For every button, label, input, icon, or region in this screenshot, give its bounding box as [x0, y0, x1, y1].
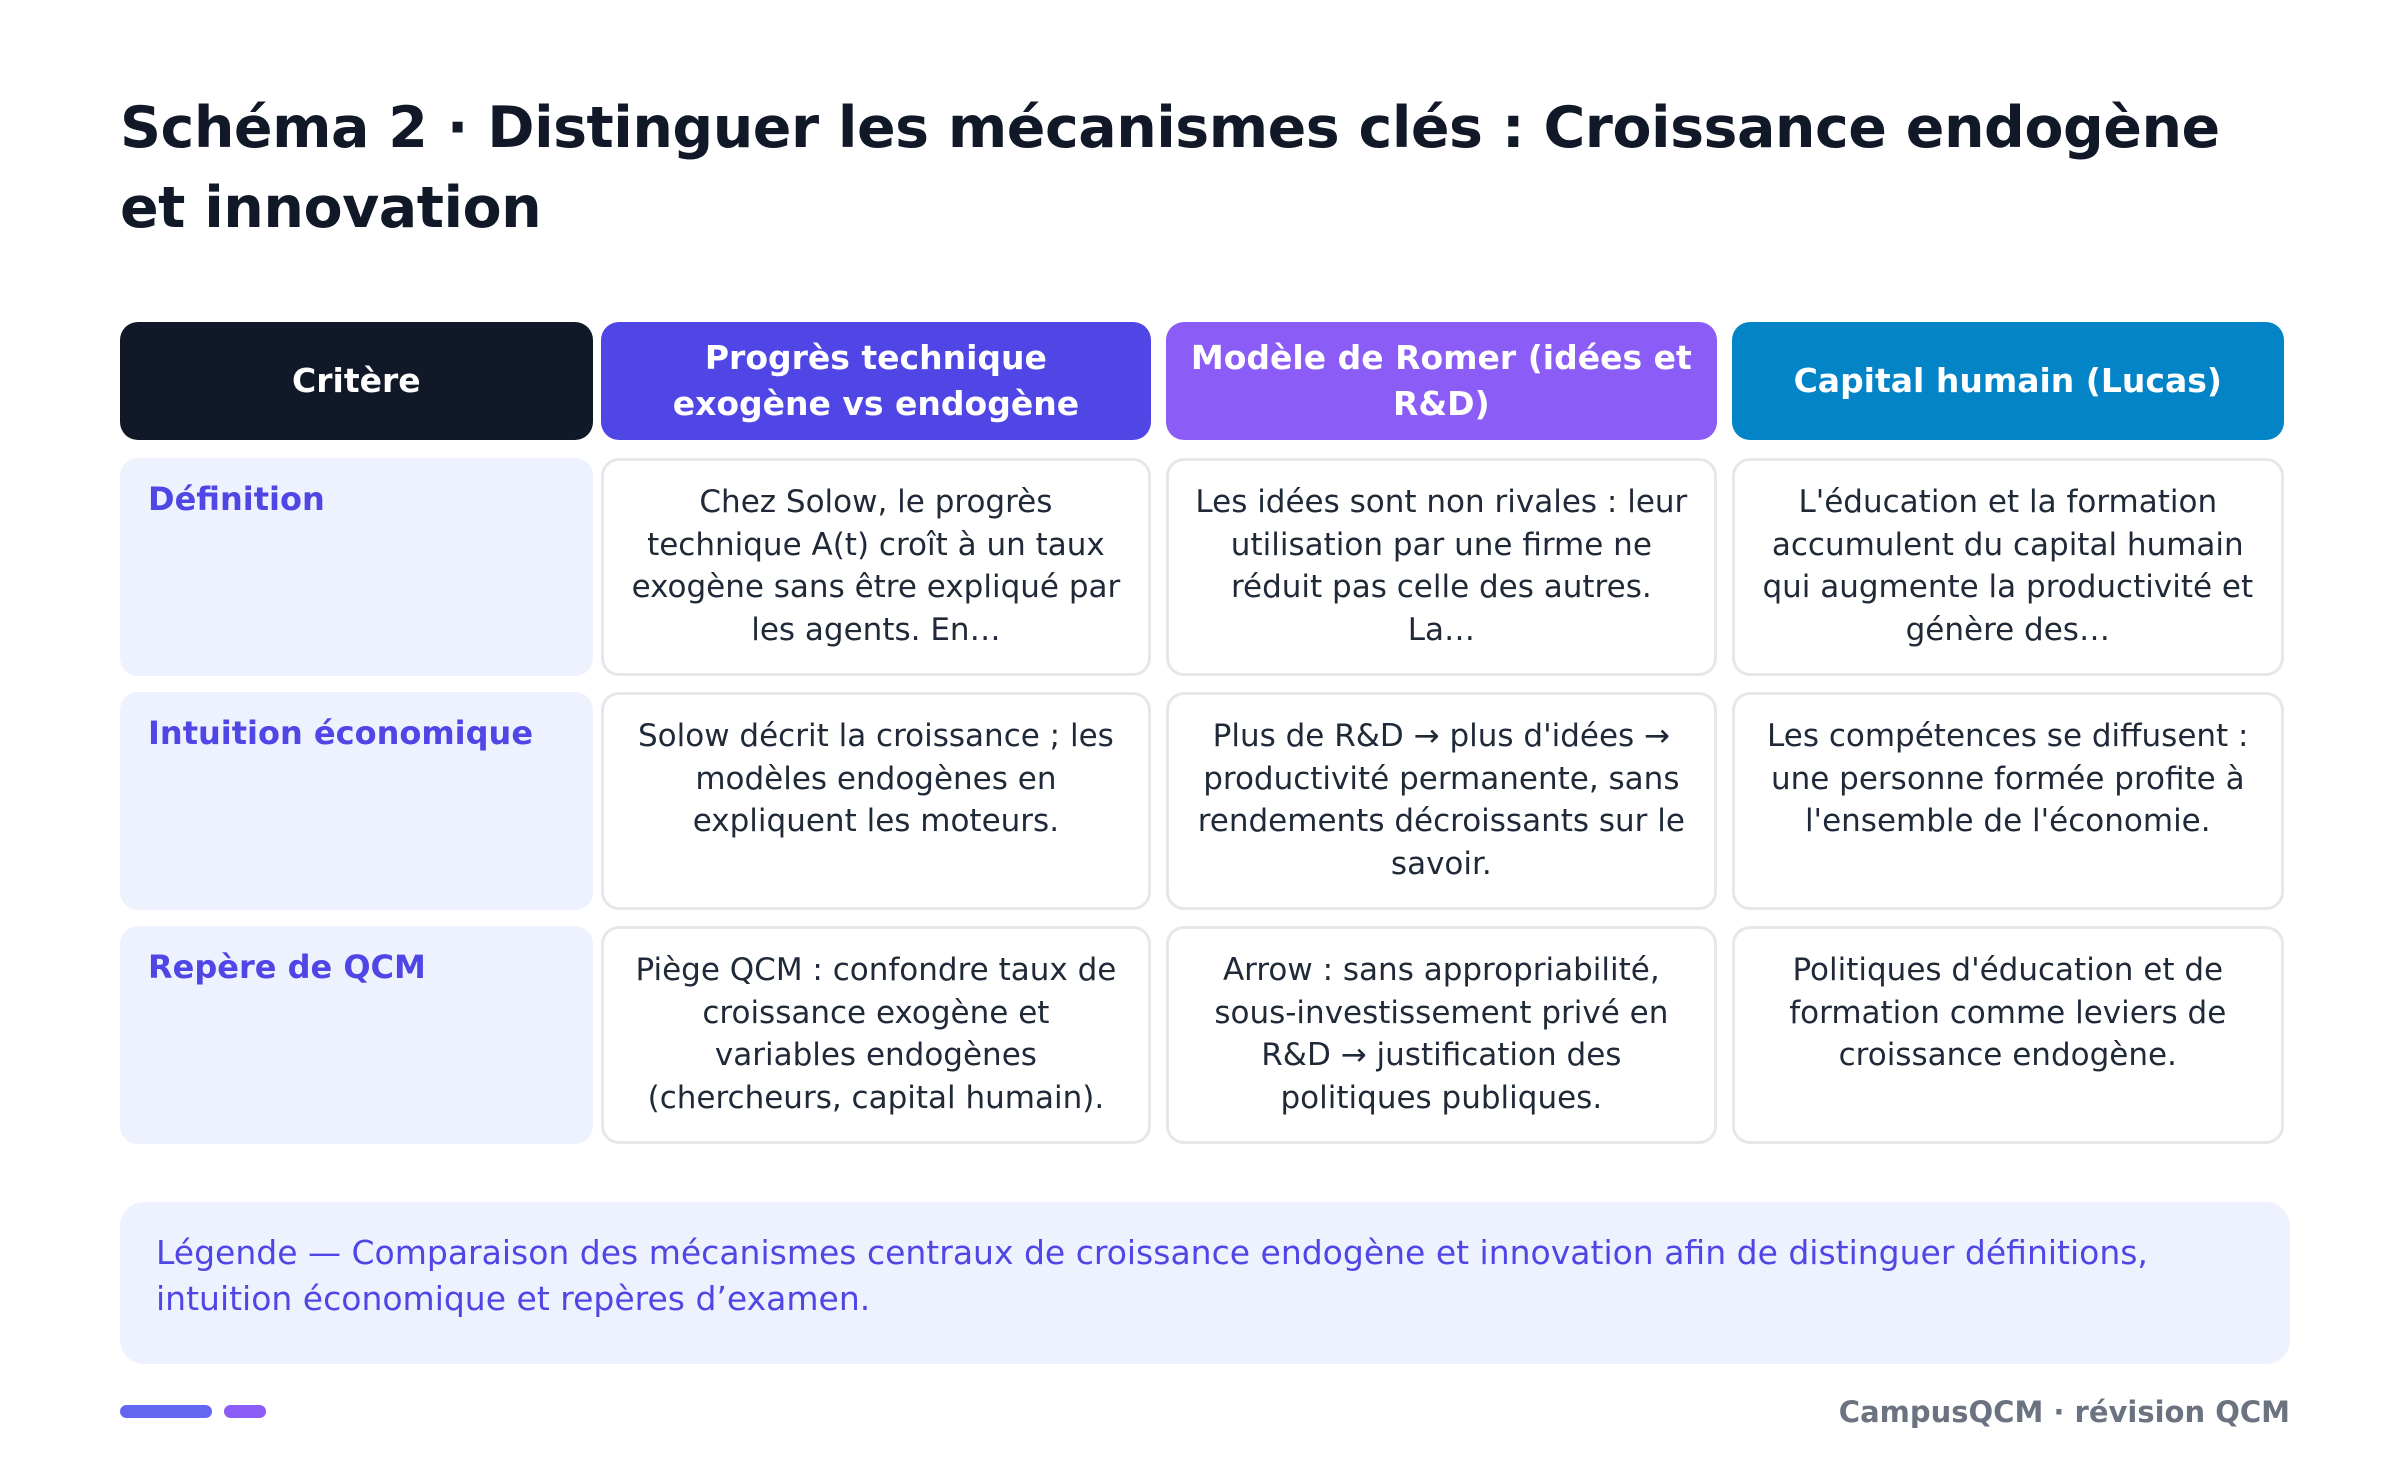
- table-cell: Piège QCM : confondre taux de croissance…: [600, 926, 1152, 1144]
- table-cell: Solow décrit la croissance ; les modèles…: [600, 692, 1152, 910]
- row-criterion-qcm: Repère de QCM: [120, 926, 593, 1144]
- accent-bar-small: [224, 1405, 266, 1418]
- table-cell: Plus de R&D → plus d'idées → productivit…: [1166, 692, 1717, 910]
- header-romer-model: Modèle de Romer (idées et R&D): [1166, 322, 1717, 440]
- page-title: Schéma 2 · Distinguer les mécanismes clé…: [120, 95, 2220, 241]
- table-row: Repère de QCM Piège QCM : confondre taux…: [120, 926, 2284, 1144]
- footer-brand: CampusQCM · révision QCM: [1838, 1395, 2290, 1429]
- header-exogenous-vs-endogenous: Progrès technique exogène vs endogène: [600, 322, 1152, 440]
- header-criterion: Critère: [120, 322, 593, 440]
- table-cell: Chez Solow, le progrès technique A(t) cr…: [600, 458, 1152, 676]
- row-criterion-definition: Définition: [120, 458, 593, 676]
- table-header-row: Critère Progrès technique exogène vs end…: [120, 322, 2284, 440]
- comparison-table: Critère Progrès technique exogène vs end…: [120, 322, 2284, 1160]
- table-row: Intuition économique Solow décrit la cro…: [120, 692, 2284, 910]
- table-cell: Politiques d'éducation et de formation c…: [1731, 926, 2284, 1144]
- legend-box: Légende — Comparaison des mécanismes cen…: [120, 1202, 2290, 1364]
- header-human-capital: Capital humain (Lucas): [1731, 322, 2284, 440]
- row-criterion-intuition: Intuition économique: [120, 692, 593, 910]
- table-cell: Les idées sont non rivales : leur utilis…: [1166, 458, 1717, 676]
- table-row: Définition Chez Solow, le progrès techni…: [120, 458, 2284, 676]
- table-cell: Les compétences se diffusent : une perso…: [1731, 692, 2284, 910]
- accent-bar: [120, 1405, 212, 1418]
- table-cell: L'éducation et la formation accumulent d…: [1731, 458, 2284, 676]
- table-cell: Arrow : sans appropriabilité, sous-inves…: [1166, 926, 1717, 1144]
